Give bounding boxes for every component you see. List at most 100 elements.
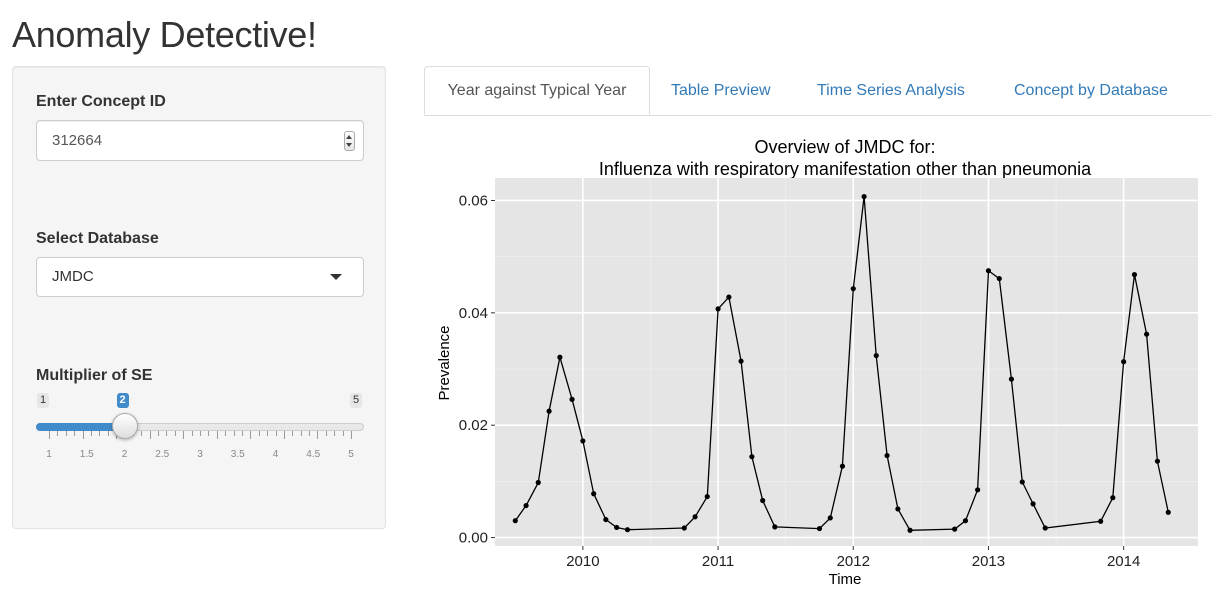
data-point bbox=[975, 487, 981, 493]
data-point bbox=[1098, 518, 1104, 524]
x-tick-label: 2013 bbox=[972, 553, 1005, 570]
slider-tick bbox=[49, 431, 50, 439]
x-tick-label: 2014 bbox=[1107, 553, 1140, 570]
slider-tick-label: 2 bbox=[121, 449, 128, 460]
data-point bbox=[523, 502, 529, 509]
slider-tick bbox=[90, 431, 92, 436]
slider-tick-label: 4.5 bbox=[306, 449, 321, 460]
number-spinner[interactable] bbox=[344, 131, 355, 151]
y-tick-label: 0.06 bbox=[459, 192, 488, 209]
slider-tick bbox=[309, 431, 311, 436]
slider-tick bbox=[158, 431, 160, 436]
slider-tick bbox=[149, 431, 151, 439]
slider-tick-label: 1 bbox=[46, 449, 52, 460]
x-axis-label: Time bbox=[829, 571, 862, 588]
data-point bbox=[535, 479, 541, 486]
data-point bbox=[692, 514, 698, 520]
database-select[interactable]: JMDC bbox=[36, 257, 364, 297]
data-point bbox=[726, 294, 732, 300]
data-point bbox=[681, 525, 687, 531]
slider-tick-label: 4 bbox=[272, 449, 279, 460]
slider-min-label: 1 bbox=[37, 393, 50, 408]
data-point bbox=[839, 463, 846, 469]
slider-tick bbox=[57, 431, 59, 436]
slider-tick bbox=[99, 431, 101, 436]
chart-subtitle: Influenza with respiratory manifestation… bbox=[599, 159, 1092, 179]
slider-tick bbox=[141, 431, 143, 436]
data-point bbox=[816, 525, 823, 532]
data-point bbox=[512, 518, 518, 524]
data-point bbox=[749, 454, 755, 460]
slider-tick bbox=[174, 431, 176, 436]
y-axis-label: Prevalence bbox=[436, 325, 453, 400]
database-label: Select Database bbox=[36, 230, 159, 247]
tab-table-preview[interactable]: Table Preview bbox=[671, 82, 771, 99]
data-point bbox=[996, 275, 1002, 282]
data-point bbox=[738, 358, 744, 364]
slider-tick bbox=[241, 431, 243, 436]
data-point bbox=[873, 352, 879, 359]
tab-time-series-analysis[interactable]: Time Series Analysis bbox=[817, 82, 965, 99]
slider-tick-label: 2.5 bbox=[155, 449, 170, 460]
slider-fill bbox=[36, 423, 125, 431]
slider-max-label: 5 bbox=[350, 393, 363, 408]
plot-background bbox=[495, 178, 1198, 546]
data-point bbox=[546, 408, 552, 414]
slider-tick bbox=[334, 431, 336, 436]
x-tick-label: 2010 bbox=[566, 553, 599, 570]
data-point bbox=[985, 268, 992, 274]
slider-tick bbox=[200, 431, 201, 436]
slider-tick bbox=[267, 431, 269, 436]
data-point bbox=[1019, 479, 1025, 485]
slider-tick bbox=[300, 431, 302, 436]
slider-handle[interactable] bbox=[111, 413, 138, 439]
data-point bbox=[557, 354, 563, 360]
slider-tick bbox=[351, 431, 352, 439]
slider-tick bbox=[275, 431, 277, 436]
slider-tick bbox=[191, 431, 193, 436]
slider-tick bbox=[258, 431, 260, 436]
app-title: Anomaly Detective! bbox=[12, 14, 317, 55]
y-tick-label: 0.02 bbox=[459, 417, 488, 434]
prevalence-chart: Overview of JMDC for: Influenza with res… bbox=[436, 137, 1198, 588]
data-point bbox=[580, 438, 586, 444]
chevron-down-icon bbox=[330, 274, 342, 280]
spinner-down-icon[interactable] bbox=[346, 143, 352, 147]
slider-tick bbox=[216, 431, 218, 439]
data-point bbox=[1144, 331, 1150, 337]
slider-tick bbox=[65, 431, 67, 436]
data-point bbox=[591, 491, 597, 497]
data-point bbox=[1110, 495, 1116, 501]
data-point bbox=[827, 515, 833, 521]
data-point bbox=[569, 396, 575, 402]
tab-year-against-typical-year[interactable]: Year against Typical Year bbox=[424, 66, 650, 115]
slider-tick bbox=[325, 431, 327, 436]
data-point bbox=[884, 452, 890, 459]
slider-tick bbox=[82, 431, 84, 439]
data-point bbox=[1008, 376, 1015, 382]
concept-id-value: 312664 bbox=[52, 132, 103, 149]
data-point bbox=[850, 286, 856, 292]
y-tick-label: 0.04 bbox=[459, 305, 488, 322]
data-point bbox=[704, 493, 710, 500]
data-point bbox=[772, 524, 778, 530]
tab-bar: Year against Typical Year Table Preview … bbox=[424, 66, 1212, 116]
data-point bbox=[1042, 525, 1048, 531]
data-point bbox=[962, 518, 969, 524]
slider-tick bbox=[342, 431, 344, 436]
data-point bbox=[614, 524, 620, 531]
sidebar-panel: Enter Concept ID 312664 Select Database … bbox=[12, 66, 386, 529]
spinner-up-icon[interactable] bbox=[346, 135, 352, 139]
slider-tick bbox=[208, 431, 210, 436]
slider-tick-label: 3.5 bbox=[230, 449, 245, 460]
multiplier-label: Multiplier of SE bbox=[36, 367, 153, 384]
slider-tick bbox=[233, 431, 235, 436]
concept-id-input[interactable]: 312664 bbox=[36, 120, 364, 161]
concept-id-label: Enter Concept ID bbox=[36, 93, 166, 110]
slider-tick bbox=[250, 431, 252, 439]
tab-concept-by-database[interactable]: Concept by Database bbox=[1014, 82, 1168, 99]
data-point bbox=[895, 506, 901, 512]
data-point bbox=[1154, 458, 1161, 464]
x-tick-label: 2012 bbox=[837, 553, 870, 570]
data-point bbox=[624, 527, 631, 533]
